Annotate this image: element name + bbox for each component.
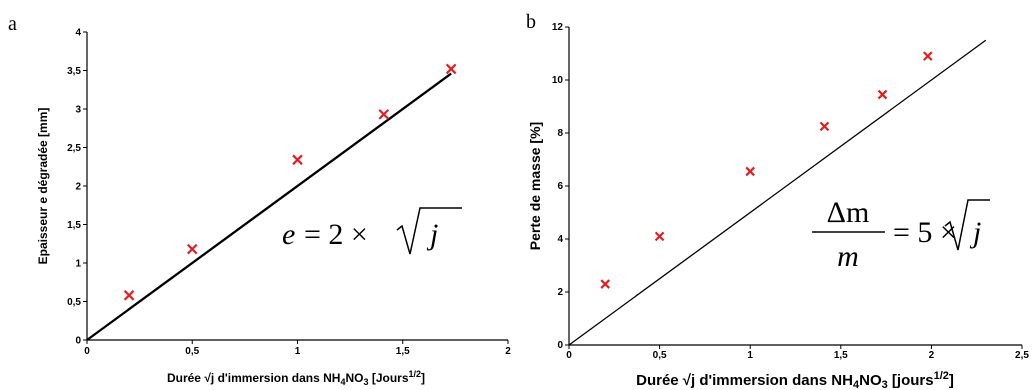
data-point [877,89,888,100]
y-tick-label: 2,5 [67,143,81,154]
y-tick-label: 2 [557,287,563,298]
sqrt-icon [944,199,990,251]
x-tick-label: 1,5 [834,350,848,361]
y-tick-label: 0,5 [67,297,81,308]
chart-a: 0 0,5 1 1,5 2 0 0,5 1 1,5 2 2,5 3 3,5 4 Epaisseur e d… [36,28,511,388]
y-tick-label: 1 [75,259,81,270]
eq-b-numerator: Δm [827,196,870,229]
data-point [745,166,755,177]
data-point [445,63,457,75]
chart-b-y-label: Perte de masse [%] [527,122,543,250]
chart-a-y-label: Epaisseur e dégradée [mm] [36,108,50,265]
x-tick-label: 1 [747,350,753,361]
chart-b-x-label: Durée √j d'immersion dans NH4NO3 [jours1… [636,370,954,390]
x-tick-label: 2,5 [1015,350,1029,361]
sqrt-icon [396,207,462,255]
data-point [600,279,611,289]
y-tick-label: 6 [557,181,563,192]
y-tick-label: 4 [557,234,563,245]
data-point [654,231,665,242]
panel-letter-a: a [8,13,17,35]
data-point [292,154,303,166]
y-tick-label: 1,5 [67,220,81,231]
chart-b: 0 0,5 1 1,5 2 2,5 0 2 4 6 8 10 12 Perte de masse [%]… [527,22,1029,390]
x-tick-label: 2 [505,346,511,357]
fit-line [86,72,452,341]
chart-a-equation: e = 2 × j [282,207,462,255]
eq-b-root: j [969,216,981,249]
chart-b-equation: Δm m = 5 × j [812,196,990,273]
eq-a-lhs: e [282,218,295,251]
data-point [378,109,390,120]
x-tick-label: 0,5 [653,350,667,361]
x-tick-label: 0,5 [185,346,199,357]
panel-letter-b: b [526,11,536,33]
y-tick-label: 10 [552,75,564,86]
fit-line [568,39,987,346]
x-tick-label: 0 [84,346,90,357]
data-point [922,51,933,61]
data-point [186,243,198,255]
x-tick-label: 1,5 [396,346,410,357]
x-tick-label: 0 [566,350,572,361]
eq-b-rhs: = 5 × [893,216,957,249]
x-tick-label: 1 [295,346,301,357]
eq-b-denominator: m [837,240,859,273]
y-tick-label: 12 [552,22,564,33]
data-point [819,121,830,132]
x-tick-label: 2 [929,350,935,361]
data-point [123,290,135,301]
y-tick-label: 3 [75,105,81,116]
y-tick-label: 2 [75,182,81,193]
chart-a-x-label: Durée √j d'immersion dans NH4NO3 [Jours1… [167,369,425,387]
y-tick-label: 0 [557,340,563,351]
eq-a-rhs: = 2 × [304,218,368,251]
y-tick-label: 8 [557,128,563,139]
y-tick-label: 3,5 [67,66,81,77]
y-tick-label: 4 [75,28,81,39]
eq-a-root: j [426,218,438,251]
y-tick-label: 0 [75,336,81,347]
